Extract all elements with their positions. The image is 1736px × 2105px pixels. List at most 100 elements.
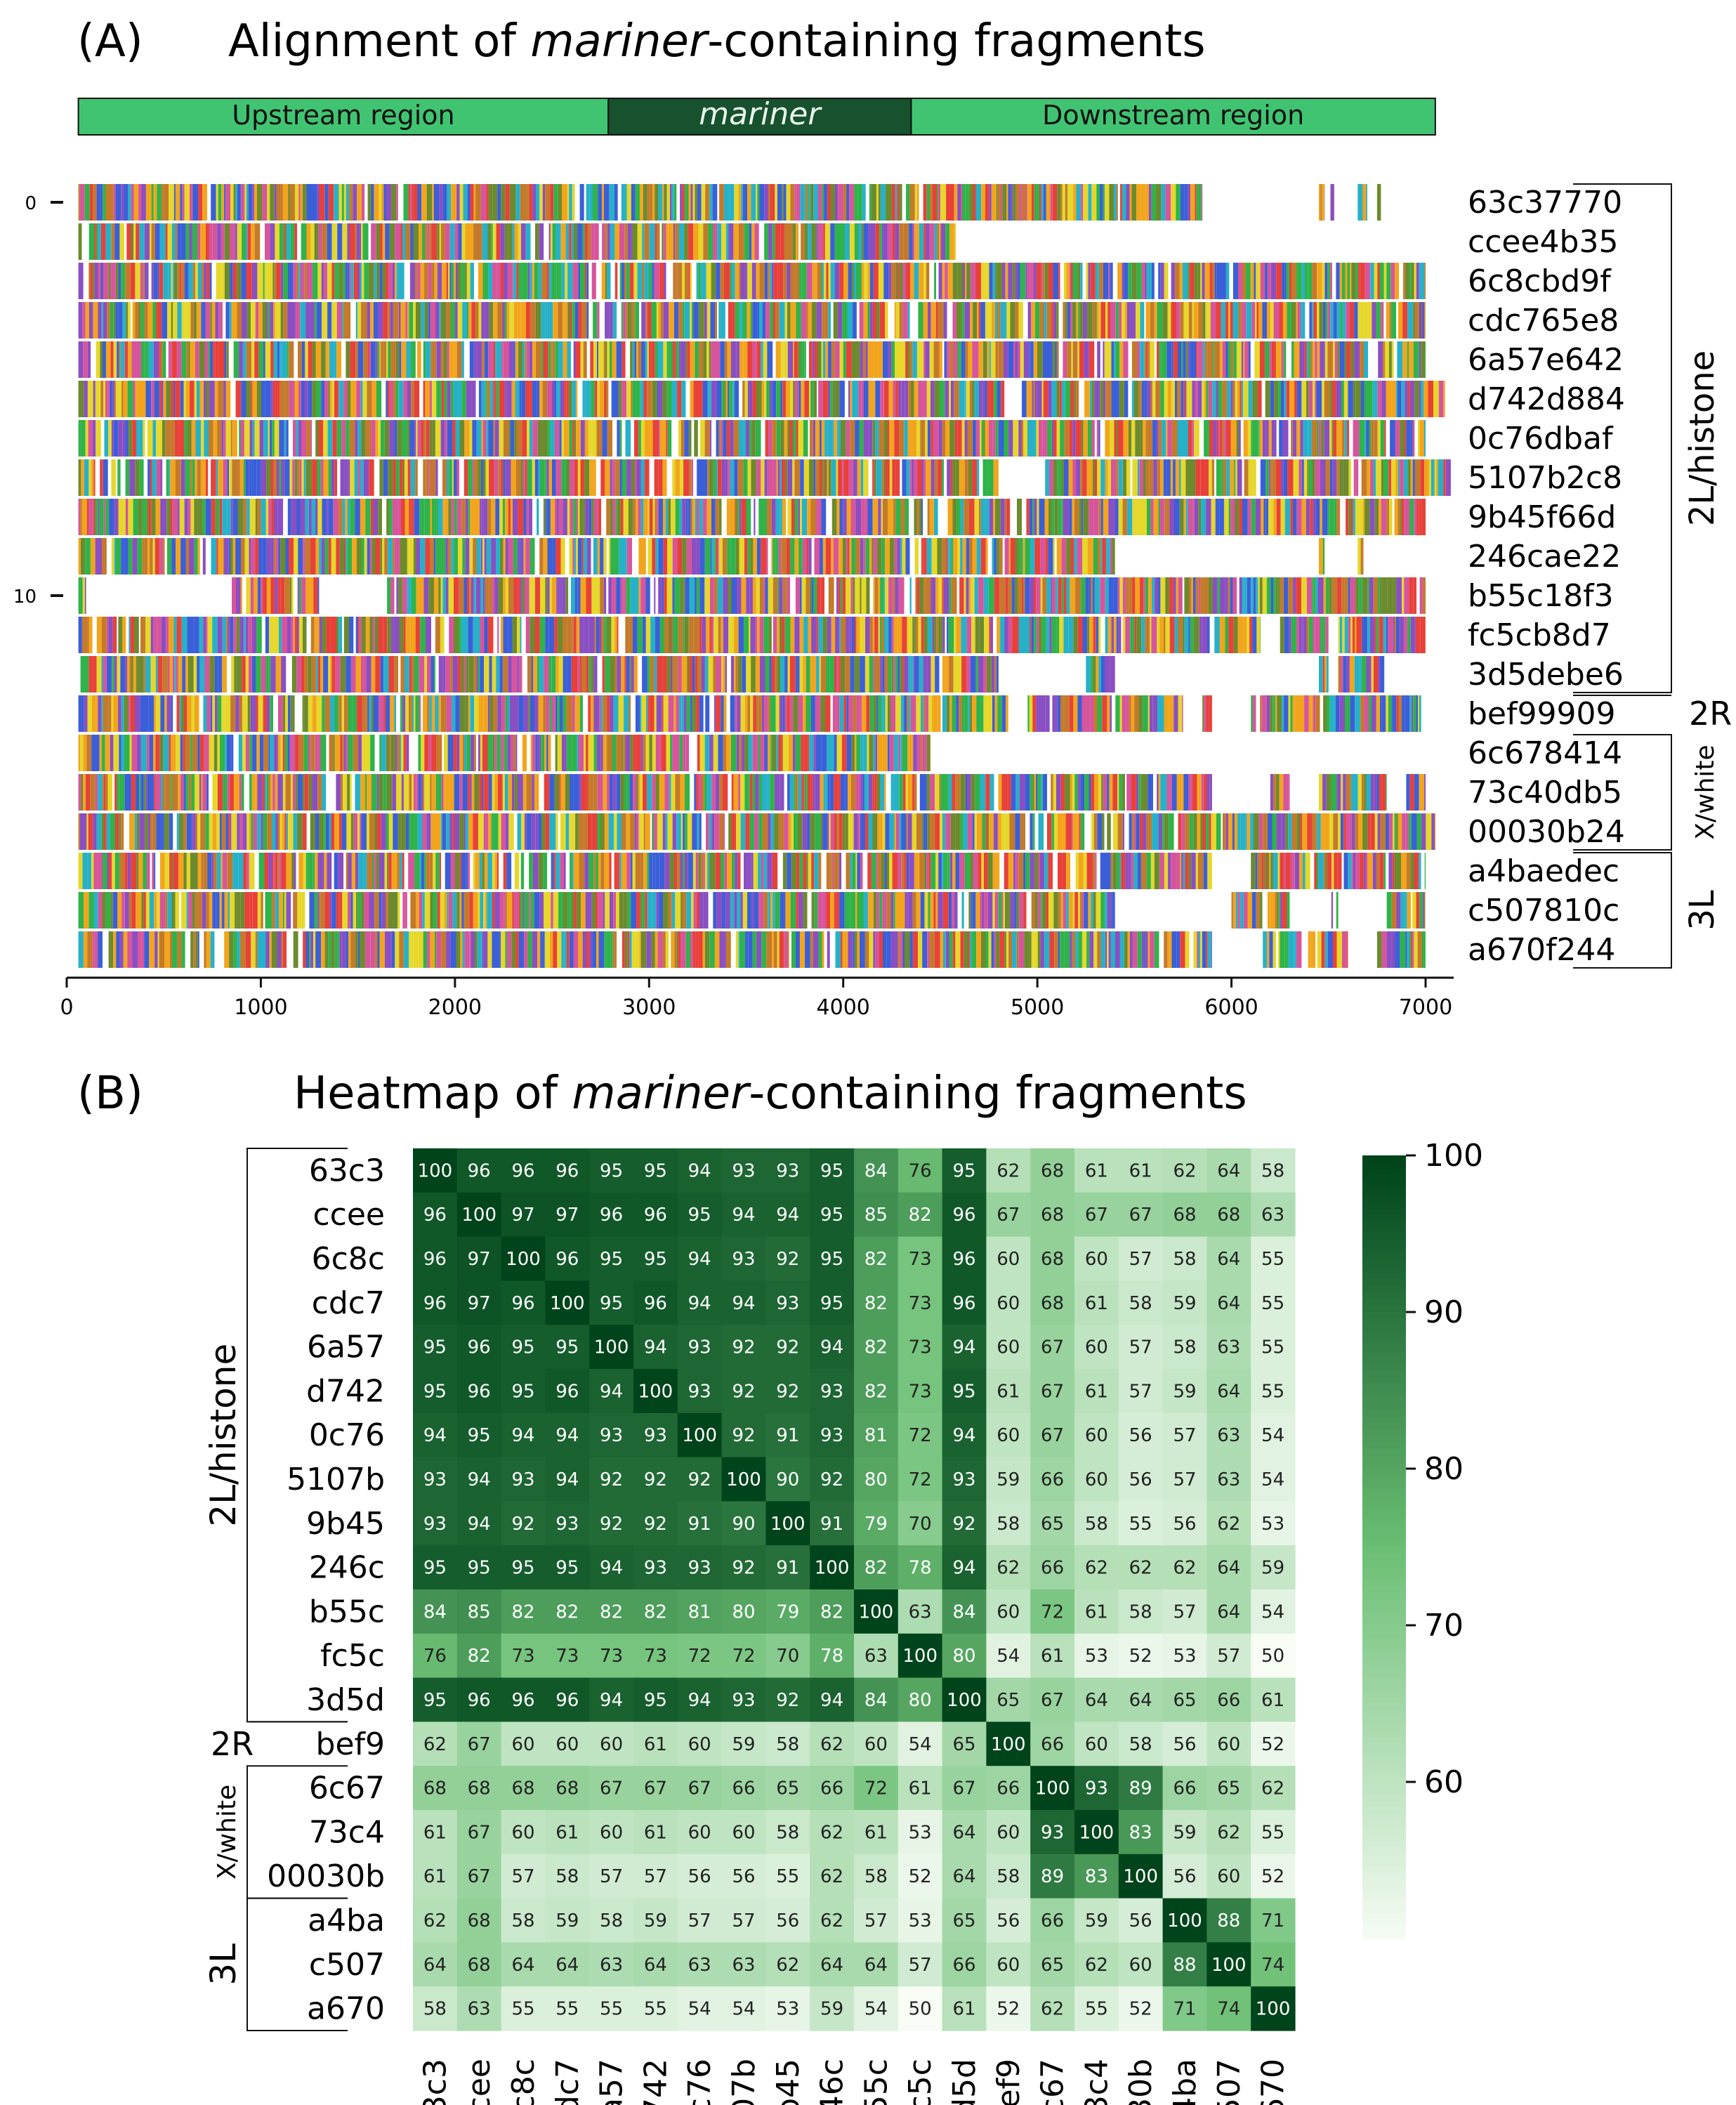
sequence-stripe [1176, 459, 1179, 496]
sequence-stripe [1145, 341, 1148, 378]
sequence-stripe [793, 420, 796, 457]
sequence-stripe [303, 459, 306, 496]
sequence-stripe [1397, 341, 1403, 378]
sequence-stripe [110, 381, 113, 417]
sequence-stripe [427, 695, 430, 732]
sequence-stripe [735, 499, 737, 535]
sequence-stripe [737, 459, 744, 496]
sequence-stripe [438, 459, 442, 496]
sequence-stripe [1242, 577, 1244, 614]
sequence-stripe [633, 617, 638, 653]
sequence-stripe [1173, 341, 1178, 378]
sequence-stripe [1420, 459, 1425, 496]
sequence-stripe [1066, 577, 1070, 614]
sequence-stripe [189, 538, 195, 575]
sequence-stripe [935, 302, 938, 339]
sequence-stripe [926, 381, 931, 417]
sequence-stripe [1029, 695, 1033, 732]
sequence-stripe [499, 656, 503, 693]
sequence-stripe [1258, 302, 1263, 339]
sequence-stripe [470, 499, 475, 535]
sequence-stripe [938, 695, 941, 732]
sequence-stripe [697, 459, 702, 496]
sequence-stripe [125, 499, 129, 535]
sequence-stripe [508, 577, 514, 614]
sequence-stripe [757, 184, 760, 221]
sequence-stripe [1363, 302, 1368, 339]
sequence-stripe [551, 695, 555, 732]
sequence-stripe [641, 695, 647, 732]
sequence-stripe [1198, 577, 1201, 614]
sequence-stripe [860, 459, 864, 496]
sequence-stripe [576, 538, 578, 575]
sequence-stripe [185, 302, 191, 339]
sequence-stripe [508, 499, 511, 535]
sequence-stripe [887, 695, 890, 732]
sequence-stripe [288, 695, 291, 732]
sequence-stripe [809, 381, 811, 417]
sequence-stripe [216, 263, 222, 299]
sequence-stripe [84, 223, 89, 260]
sequence-stripe [962, 538, 966, 575]
sequence-stripe [1347, 263, 1350, 299]
sequence-stripe [1303, 420, 1308, 457]
sequence-stripe [132, 538, 138, 575]
sequence-stripe [209, 223, 213, 260]
sequence-stripe [1137, 459, 1140, 496]
sequence-stripe [663, 538, 668, 575]
sequence-stripe [1111, 459, 1117, 496]
sequence-stripe [1279, 302, 1283, 339]
sequence-stripe [1126, 302, 1129, 339]
sequence-stripe [246, 577, 251, 614]
sequence-stripe [439, 223, 441, 260]
sequence-stripe [203, 617, 206, 653]
sequence-stripe [1313, 577, 1316, 614]
sequence-stripe [1236, 420, 1239, 457]
sequence-stripe [310, 302, 315, 339]
sequence-stripe [410, 341, 416, 378]
sequence-stripe [369, 459, 374, 496]
sequence-stripe [1002, 302, 1007, 339]
sequence-stripe [1188, 499, 1193, 535]
sequence-stripe [1251, 420, 1253, 457]
sequence-stripe [639, 184, 643, 221]
sequence-stripe [396, 695, 400, 732]
sequence-stripe [1280, 617, 1284, 653]
sequence-stripe [521, 381, 526, 417]
sequence-stripe [1255, 499, 1261, 535]
sequence-stripe [381, 184, 384, 221]
sequence-stripe [512, 617, 517, 653]
sequence-stripe [209, 656, 215, 693]
sequence-stripe [393, 302, 399, 339]
sequence-stripe [80, 735, 84, 771]
sequence-stripe [773, 263, 778, 299]
sequence-stripe [382, 223, 386, 260]
sequence-stripe [1026, 499, 1030, 535]
sequence-stripe [1090, 695, 1094, 732]
sequence-stripe [759, 184, 765, 221]
sequence-stripe [890, 538, 895, 575]
sequence-stripe [764, 695, 768, 732]
sequence-stripe [534, 538, 540, 575]
sequence-stripe [217, 223, 221, 260]
sequence-stripe [111, 420, 114, 457]
sequence-stripe [412, 656, 414, 693]
sequence-stripe [1244, 341, 1249, 378]
sequence-stripe [1360, 341, 1364, 378]
sequence-stripe [725, 656, 728, 693]
sequence-stripe [932, 695, 938, 732]
sequence-stripe [128, 341, 132, 378]
sequence-stripe [543, 538, 548, 575]
sequence-stripe [550, 420, 555, 457]
sequence-stripe [539, 499, 544, 535]
sequence-stripe [353, 184, 357, 221]
sequence-stripe [584, 223, 588, 260]
sequence-stripe [552, 538, 556, 575]
sequence-stripe [909, 577, 912, 614]
sequence-stripe [749, 577, 753, 614]
sequence-stripe [1409, 263, 1412, 299]
sequence-stripe [726, 223, 729, 260]
sequence-stripe [1355, 381, 1361, 417]
sequence-stripe [1270, 577, 1273, 614]
sequence-stripe [110, 302, 114, 339]
